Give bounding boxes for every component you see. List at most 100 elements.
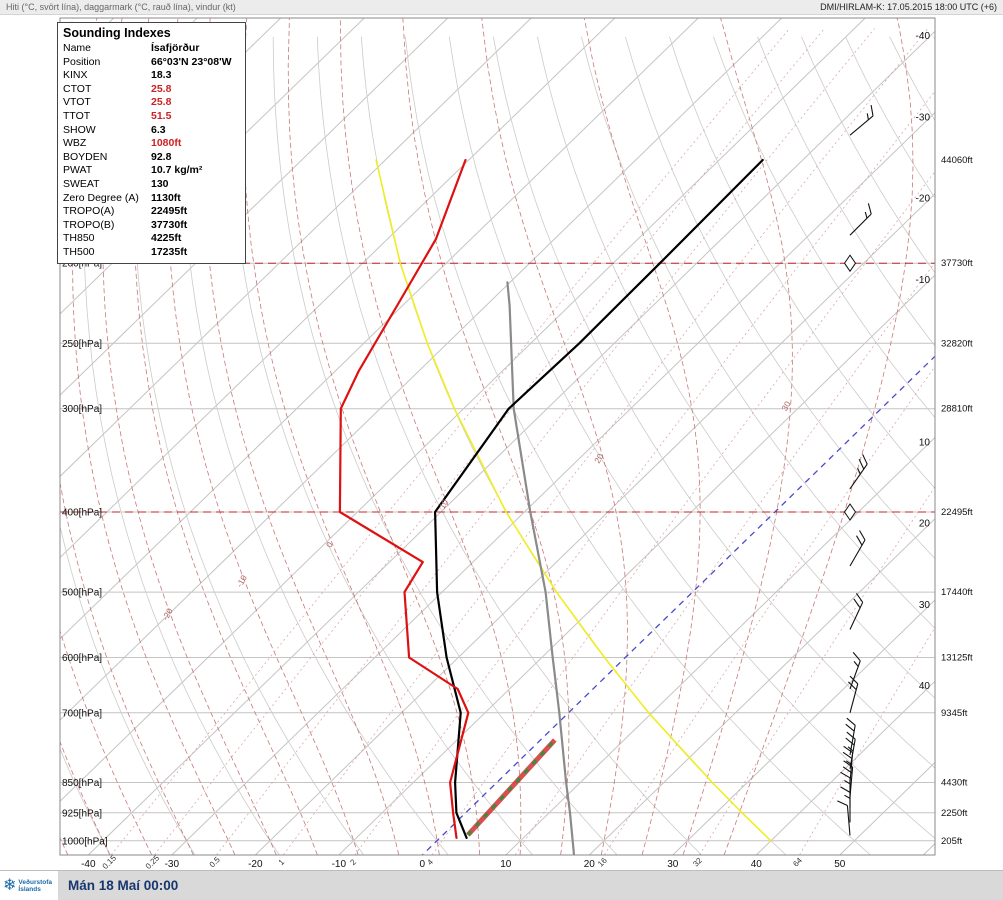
index-value: 25.8 xyxy=(151,82,172,95)
index-row: Position 66°03'N 23°08'W xyxy=(58,56,245,70)
valid-time-label: Mán 18 Maí 00:00 xyxy=(68,878,179,893)
index-value: 1130ft xyxy=(151,191,181,204)
pressure-axis-label: 250[hPa] xyxy=(62,339,102,350)
mixing-ratio-label: 16 xyxy=(596,856,609,869)
wind-barb xyxy=(849,203,872,236)
index-label: WBZ xyxy=(63,137,87,150)
index-label: TTOT xyxy=(63,109,91,122)
index-row: PWAT 10.7 kg/m² xyxy=(58,164,245,178)
index-row: TTOT 51.5 xyxy=(58,110,245,124)
wind-barb xyxy=(849,105,874,136)
index-label: CTOT xyxy=(63,82,92,95)
wind-barb xyxy=(848,675,859,713)
index-row: BOYDEN 92.8 xyxy=(58,151,245,165)
altitude-label: 13125ft xyxy=(941,653,973,664)
pressure-axis-label: 300[hPa] xyxy=(62,404,102,415)
altitude-label: 44060ft xyxy=(941,155,973,166)
wind-barb xyxy=(845,717,856,755)
mixing-ratio-label: 2 xyxy=(348,857,358,867)
pressure-axis-label: 700[hPa] xyxy=(62,708,102,719)
temp-axis-label: 10 xyxy=(500,859,512,870)
temp-axis-label: 30 xyxy=(667,859,679,870)
index-value: 17235ft xyxy=(151,245,188,258)
zero-isotherm-line xyxy=(421,355,935,855)
index-row: TROPO(B) 37730ft xyxy=(58,219,245,233)
wind-barb xyxy=(849,592,864,630)
index-value: 18.3 xyxy=(151,69,172,82)
pressure-axis-label: 925[hPa] xyxy=(62,808,102,819)
legend-text: Hiti (°C, svört lína), daggarmark (°C, r… xyxy=(6,2,236,12)
index-label: SHOW xyxy=(63,123,96,136)
temp-axis-label: 20 xyxy=(584,859,596,870)
index-label: Name xyxy=(63,42,92,54)
pressure-axis-label: 1000[hPa] xyxy=(62,836,108,847)
index-label: TH850 xyxy=(63,232,95,245)
index-value: 10.7 kg/m² xyxy=(151,164,203,177)
standard-atmosphere-profile xyxy=(506,281,576,855)
index-label: TH500 xyxy=(63,245,95,258)
index-value: 130 xyxy=(151,177,169,190)
pressure-axis-label: 600[hPa] xyxy=(62,653,102,664)
temp-axis-label: -20 xyxy=(248,859,263,870)
tropopause-marker xyxy=(843,503,857,521)
index-row: WBZ 1080ft xyxy=(58,137,245,151)
indexes-title: Sounding Indexes xyxy=(63,26,171,40)
index-label: PWAT xyxy=(63,164,93,177)
altitude-label: 4430ft xyxy=(941,778,968,789)
wind-barb-column xyxy=(837,105,874,836)
wind-barb xyxy=(845,731,856,769)
index-row: VTOT 25.8 xyxy=(58,96,245,110)
index-value: 4225ft xyxy=(151,232,182,245)
right-temp-label: -30 xyxy=(916,113,931,124)
altitude-label: 32820ft xyxy=(941,338,973,349)
altitude-label: 37730ft xyxy=(941,258,973,269)
snowflake-logo-icon: ❄ xyxy=(3,876,17,894)
index-value: 25.8 xyxy=(151,96,172,109)
mixing-ratio-label: 32 xyxy=(691,856,704,869)
dewpoint-profile xyxy=(338,158,470,839)
pressure-axis-label: 500[hPa] xyxy=(62,588,102,599)
temp-axis-label: 50 xyxy=(834,859,846,870)
index-value: 6.3 xyxy=(151,123,166,136)
index-row: TROPO(A) 22495ft xyxy=(58,205,245,219)
adiabat-inline-label: 0 xyxy=(324,540,335,549)
index-label: Zero Degree (A) xyxy=(63,191,139,204)
pressure-axis-label: 850[hPa] xyxy=(62,778,102,789)
temp-axis-label: -30 xyxy=(165,859,180,870)
model-run-label: DMI/HIRLAM-K: 17.05.2015 18:00 UTC (+6) xyxy=(820,2,997,12)
wind-barb xyxy=(837,800,851,836)
indexes-rows: Name Ísafjörður Position 66°03'N 23°08'W KIN… xyxy=(58,42,245,260)
axis-labels: 200[hPa] 250[hPa] 300[hPa] 400[hPa] 500[hPa]… xyxy=(62,31,973,871)
right-temp-label: 30 xyxy=(919,600,931,611)
index-value: 92.8 xyxy=(151,150,172,163)
pressure-axis-label: 200[hPa] xyxy=(62,259,102,270)
index-row: SHOW 6.3 xyxy=(58,124,245,138)
index-label: VTOT xyxy=(63,96,91,109)
index-label: BOYDEN xyxy=(63,150,108,163)
altitude-label: 22495ft xyxy=(941,507,973,518)
temp-axis-label: 0 xyxy=(420,859,426,870)
altitude-label: 17440ft xyxy=(941,587,973,598)
pressure-axis-label: 400[hPa] xyxy=(62,508,102,519)
wind-barb xyxy=(849,652,861,690)
index-row: CTOT 25.8 xyxy=(58,83,245,97)
index-label: KINX xyxy=(63,69,88,82)
index-value: 1080ft xyxy=(151,137,182,150)
sounding-indexes-box: Sounding Indexes Name Ísafjörður Position 6… xyxy=(57,22,246,264)
mixing-ratio-label: 1 xyxy=(277,857,287,867)
temp-axis-label: 40 xyxy=(751,859,763,870)
mixing-ratio-label: 0.25 xyxy=(144,853,162,871)
wind-barb xyxy=(849,454,868,490)
index-label: TROPO(B) xyxy=(63,218,115,231)
index-row: Name Ísafjörður xyxy=(58,42,245,56)
index-value: 37730ft xyxy=(151,218,188,231)
wind-barb xyxy=(849,530,866,567)
index-value: Ísafjörður xyxy=(151,42,200,54)
met-office-logo-text: Veðurstofa Íslands xyxy=(18,878,52,893)
index-label: Position xyxy=(63,55,101,68)
top-info-bar: Hiti (°C, svört lína), daggarmark (°C, r… xyxy=(0,0,1003,15)
right-temp-label: 40 xyxy=(919,681,931,692)
index-row: SWEAT 130 xyxy=(58,178,245,192)
altitude-label: 205ft xyxy=(941,836,962,847)
mixing-ratio-label: 0.5 xyxy=(208,855,223,870)
